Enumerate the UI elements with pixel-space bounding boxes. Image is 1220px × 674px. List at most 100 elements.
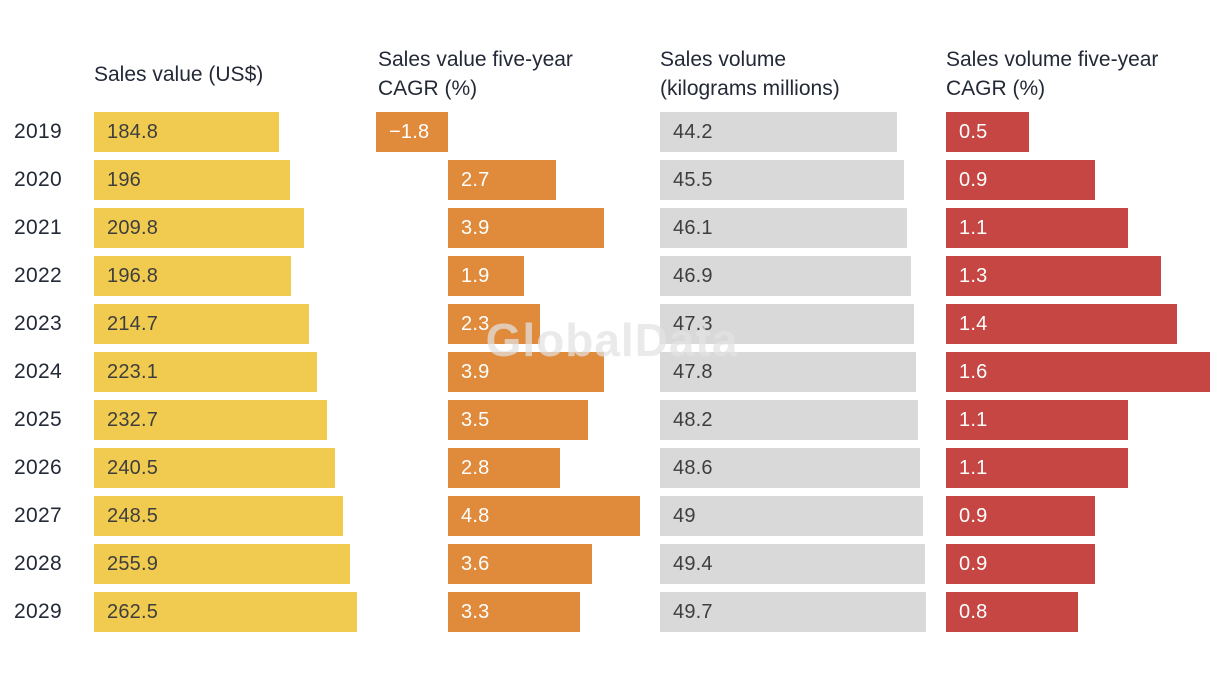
column-header-line: Sales volume xyxy=(660,48,787,71)
bar-value-label: 44.2 xyxy=(673,120,713,143)
bar-value-label: 240.5 xyxy=(107,456,159,479)
bar-value-label: 49 xyxy=(673,504,696,527)
bar-sales-value: 184.8 xyxy=(94,112,279,152)
bar-sales-value: 209.8 xyxy=(94,208,304,248)
bar-sales-volume: 49.4 xyxy=(660,544,925,584)
bar-value-label: 47.3 xyxy=(673,312,713,335)
bar-value-label: 214.7 xyxy=(107,312,159,335)
bar-value-label: 223.1 xyxy=(107,360,159,383)
bar-value-label: 46.1 xyxy=(673,216,713,239)
bar-sales-volume: 46.9 xyxy=(660,256,912,296)
column-header-line: Sales volume five-year xyxy=(946,48,1159,71)
bar-sales-value: 196 xyxy=(94,160,290,200)
year-label: 2029 xyxy=(14,600,62,623)
bar-sales-volume-cagr: 1.3 xyxy=(946,256,1161,296)
column-header-line: Sales value five-year xyxy=(378,48,573,71)
bar-value-label: 1.3 xyxy=(959,264,988,287)
bar-sales-volume: 46.1 xyxy=(660,208,908,248)
bar-value-label: 0.9 xyxy=(959,552,988,575)
bar-value-label: 46.9 xyxy=(673,264,713,287)
column-header-line: Sales value (US$) xyxy=(94,63,264,86)
bar-value-label: 49.7 xyxy=(673,600,713,623)
bar-value-label: 1.1 xyxy=(959,408,988,431)
bar-value-label: 209.8 xyxy=(107,216,159,239)
bar-value-label: −1.8 xyxy=(389,120,430,143)
bar-sales-value-cagr: 2.3 xyxy=(448,304,540,344)
bar-sales-value-cagr: 2.7 xyxy=(448,160,556,200)
bar-sales-volume-cagr: 1.1 xyxy=(946,208,1128,248)
bar-sales-volume: 45.5 xyxy=(660,160,904,200)
bar-value-label: 1.1 xyxy=(959,456,988,479)
year-label: 2020 xyxy=(14,168,62,191)
bar-value-label: 262.5 xyxy=(107,600,159,623)
bar-sales-value: 240.5 xyxy=(94,448,335,488)
bar-sales-value: 214.7 xyxy=(94,304,309,344)
bar-value-label: 2.8 xyxy=(461,456,490,479)
bar-value-label: 2.7 xyxy=(461,168,490,191)
bar-sales-value: 255.9 xyxy=(94,544,350,584)
bar-sales-volume: 49 xyxy=(660,496,923,536)
column-header-sales-value-cagr: Sales value five-year CAGR (%) xyxy=(378,45,573,103)
bar-sales-volume-cagr: 0.9 xyxy=(946,496,1095,536)
bar-value-label: 196.8 xyxy=(107,264,159,287)
bar-sales-volume-cagr: 1.1 xyxy=(946,448,1128,488)
bar-value-label: 1.4 xyxy=(959,312,988,335)
bar-value-label: 248.5 xyxy=(107,504,159,527)
bar-sales-value-cagr: 1.9 xyxy=(448,256,524,296)
bar-value-label: 184.8 xyxy=(107,120,159,143)
bar-sales-volume-cagr: 0.9 xyxy=(946,544,1095,584)
bar-value-label: 48.2 xyxy=(673,408,713,431)
bar-sales-volume: 44.2 xyxy=(660,112,897,152)
year-label: 2024 xyxy=(14,360,62,383)
bar-value-label: 3.3 xyxy=(461,600,490,623)
bar-sales-value-cagr: 3.3 xyxy=(448,592,580,632)
bar-sales-volume-cagr: 0.5 xyxy=(946,112,1029,152)
bar-value-label: 232.7 xyxy=(107,408,159,431)
bar-sales-volume: 48.2 xyxy=(660,400,919,440)
bar-value-label: 1.1 xyxy=(959,216,988,239)
bar-value-label: 48.6 xyxy=(673,456,713,479)
year-label: 2021 xyxy=(14,216,62,239)
bar-sales-value-cagr: 3.9 xyxy=(448,208,604,248)
bar-value-label: 0.8 xyxy=(959,600,988,623)
year-label: 2026 xyxy=(14,456,62,479)
bar-sales-value-cagr: 4.8 xyxy=(448,496,640,536)
year-label: 2025 xyxy=(14,408,62,431)
column-header-sales-value: Sales value (US$) xyxy=(94,60,263,89)
year-label: 2027 xyxy=(14,504,62,527)
bar-sales-volume: 48.6 xyxy=(660,448,921,488)
bar-sales-value-cagr: −1.8 xyxy=(376,112,448,152)
bar-value-label: 196 xyxy=(107,168,141,191)
bar-sales-volume-cagr: 1.4 xyxy=(946,304,1177,344)
bar-value-label: 3.9 xyxy=(461,360,490,383)
bar-sales-value-cagr: 3.6 xyxy=(448,544,592,584)
bar-value-label: 0.9 xyxy=(959,168,988,191)
bar-sales-volume-cagr: 0.9 xyxy=(946,160,1095,200)
bar-value-label: 3.9 xyxy=(461,216,490,239)
bar-value-label: 0.9 xyxy=(959,504,988,527)
bar-sales-volume-cagr: 1.1 xyxy=(946,400,1128,440)
bar-sales-value: 232.7 xyxy=(94,400,327,440)
bar-sales-volume: 49.7 xyxy=(660,592,927,632)
bar-value-label: 45.5 xyxy=(673,168,713,191)
bar-value-label: 255.9 xyxy=(107,552,159,575)
column-header-line: CAGR (%) xyxy=(378,77,478,100)
bar-sales-value: 223.1 xyxy=(94,352,318,392)
bar-sales-value-cagr: 3.5 xyxy=(448,400,588,440)
bar-value-label: 0.5 xyxy=(959,120,988,143)
bar-value-label: 3.6 xyxy=(461,552,490,575)
bar-value-label: 3.5 xyxy=(461,408,490,431)
bar-sales-value: 262.5 xyxy=(94,592,357,632)
column-header-sales-volume-cagr: Sales volume five-year CAGR (%) xyxy=(946,45,1158,103)
bar-value-label: 1.9 xyxy=(461,264,490,287)
bar-value-label: 4.8 xyxy=(461,504,490,527)
bar-sales-value-cagr: 2.8 xyxy=(448,448,560,488)
bar-sales-value-cagr: 3.9 xyxy=(448,352,604,392)
column-header-sales-volume: Sales volume (kilograms millions) xyxy=(660,45,840,103)
bar-value-label: 47.8 xyxy=(673,360,713,383)
bar-sales-volume-cagr: 0.8 xyxy=(946,592,1078,632)
year-label: 2023 xyxy=(14,312,62,335)
column-header-line: CAGR (%) xyxy=(946,77,1046,100)
year-label: 2022 xyxy=(14,264,62,287)
